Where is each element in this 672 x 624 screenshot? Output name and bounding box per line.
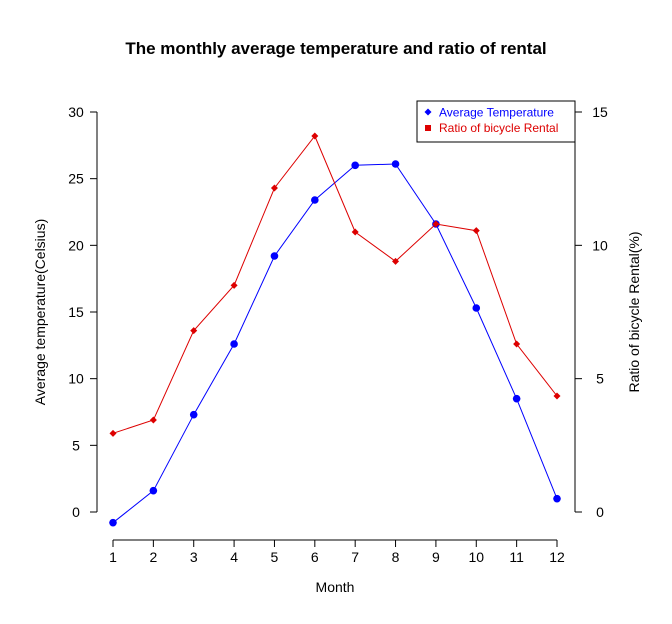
- y-tick-left-label: 10: [68, 371, 84, 387]
- data-point-temperature: [109, 518, 117, 527]
- data-point-rental: [432, 220, 440, 228]
- legend-rental-marker: [425, 125, 431, 131]
- y-tick-left-label: 0: [72, 504, 80, 520]
- series-layer: [109, 132, 561, 527]
- y-tick-right-label: 10: [592, 237, 608, 253]
- data-point-temperature: [351, 161, 359, 170]
- legend-box: [416, 100, 576, 143]
- y-tick-left-label: 25: [68, 171, 84, 187]
- x-tick-label: 9: [432, 549, 440, 565]
- x-tick-label: 7: [351, 549, 359, 565]
- data-point-rental: [351, 228, 359, 236]
- series-line-temperature: [112, 163, 558, 524]
- data-point-temperature: [270, 252, 279, 260]
- x-tick-label: 6: [311, 549, 319, 565]
- y-tick-left-label: 30: [68, 104, 84, 120]
- legend-rental-label: Ratio of bicycle Rental: [439, 121, 558, 135]
- x-axis-label: Month: [316, 579, 355, 595]
- data-point-rental: [472, 227, 480, 235]
- x-tick-label: 5: [271, 549, 279, 565]
- x-tick-label: 12: [549, 549, 565, 565]
- data-point-rental: [270, 184, 278, 192]
- legend-temperature-label: Average Temperature: [439, 106, 554, 120]
- data-point-rental: [230, 281, 238, 289]
- y-axis-right-label: Ratio of bicycle Rental(%): [626, 231, 642, 392]
- y-tick-left-label: 20: [68, 237, 84, 253]
- data-point-rental: [513, 340, 521, 348]
- x-tick-label: 2: [149, 549, 157, 565]
- chart-title: The monthly average temperature and rati…: [125, 39, 546, 58]
- y-tick-right-label: 15: [592, 104, 608, 120]
- data-point-rental: [311, 132, 319, 140]
- data-point-rental: [109, 429, 117, 437]
- y-tick-left-label: 15: [68, 304, 84, 320]
- x-tick-label: 8: [392, 549, 400, 565]
- x-tick-label: 4: [230, 549, 238, 565]
- x-tick-label: 10: [468, 549, 484, 565]
- x-tick-label: 3: [190, 549, 198, 565]
- data-point-temperature: [230, 340, 238, 348]
- data-point-temperature: [189, 410, 198, 419]
- series-line-rental: [112, 135, 558, 434]
- y-tick-right-label: 0: [596, 504, 604, 520]
- data-point-temperature: [311, 196, 319, 204]
- data-point-temperature: [149, 486, 158, 495]
- data-point-rental: [190, 327, 198, 335]
- data-point-rental: [149, 416, 157, 424]
- y-axis-left-label: Average temperature(Celsius): [32, 219, 48, 406]
- y-tick-right-label: 5: [596, 371, 604, 387]
- data-point-temperature: [472, 304, 481, 312]
- x-tick-label: 1: [109, 549, 117, 565]
- data-point-temperature: [391, 160, 400, 168]
- legend: Average Temperature Ratio of bicycle Ren…: [416, 100, 576, 143]
- legend-temperature-marker: [424, 108, 432, 116]
- data-point-temperature: [512, 394, 521, 403]
- data-point-rental: [553, 392, 561, 400]
- data-point-rental: [392, 257, 400, 265]
- y-tick-left-label: 5: [72, 437, 80, 453]
- x-tick-label: 11: [509, 549, 524, 565]
- data-point-temperature: [553, 494, 561, 503]
